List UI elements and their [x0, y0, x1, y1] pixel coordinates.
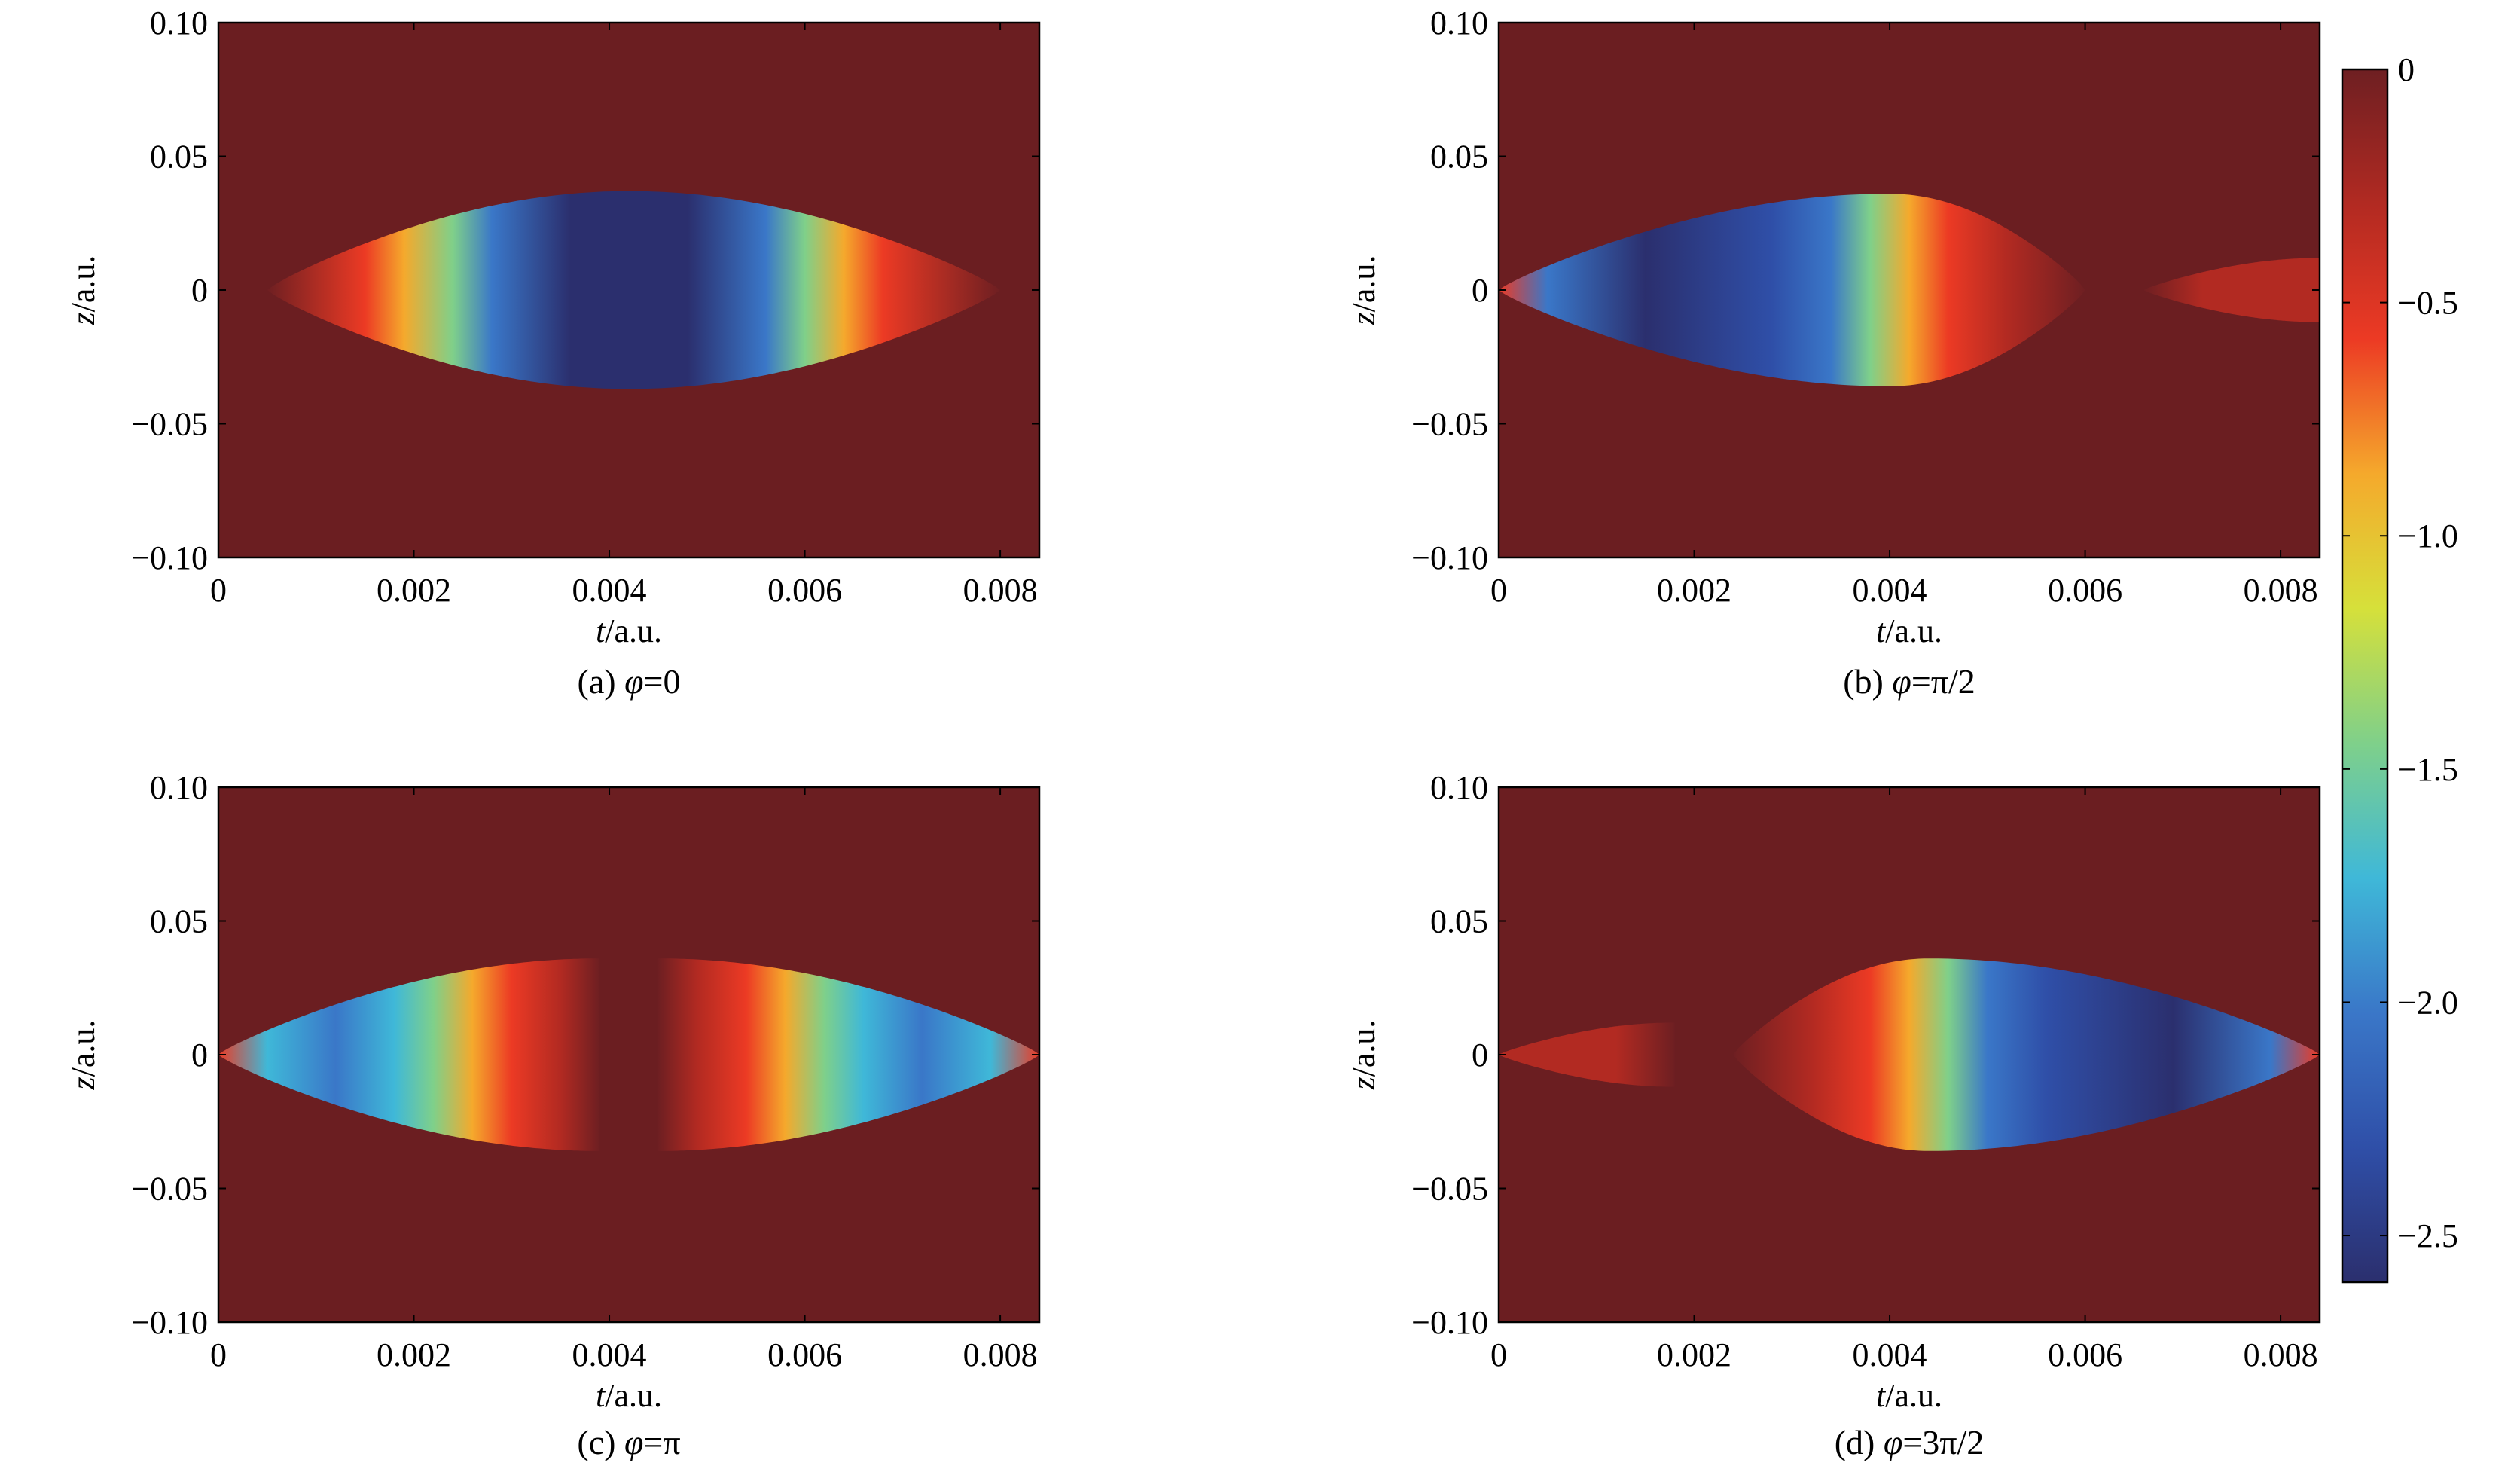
x-tick-label: 0.008 [2244, 1336, 2318, 1373]
x-tick-label: 0 [1490, 1336, 1507, 1373]
y-axis-label: z/a.u. [1345, 1020, 1382, 1091]
heat-region [218, 958, 600, 1151]
colorbar-tick-label: 0 [2398, 51, 2415, 88]
panel-d: 0.100.050−0.05−0.100 0.002 0.004 0.006 0.008… [1345, 769, 2321, 1461]
colorbar-tick-label: −1.5 [2398, 751, 2458, 788]
y-axis-label: z/a.u. [65, 1020, 102, 1091]
colorbar: 0 −0.5 −1.0 −1.5 −2.0 −2.5 [2341, 51, 2458, 1284]
heat-region [2143, 258, 2320, 322]
heat-region [657, 958, 1039, 1151]
panel-b: 0.100.050−0.05−0.100 0.002 0.004 0.006 0.008… [1345, 5, 2321, 701]
x-tick-label: 0.008 [2244, 572, 2318, 609]
colorbar-tick-label: −2.0 [2398, 984, 2458, 1021]
y-tick-label: −0.05 [1411, 1171, 1488, 1208]
y-tick-label: 0.10 [1430, 769, 1488, 806]
x-tick-label: 0.004 [1853, 1336, 1927, 1373]
y-tick-label: 0.10 [150, 5, 208, 41]
y-tick-label: 0.05 [1430, 903, 1488, 940]
y-tick-label: 0.05 [1430, 139, 1488, 176]
x-tick-label: 0.004 [572, 1336, 647, 1373]
x-axis-label: t/a.u. [596, 612, 662, 649]
colorbar-tick-label: −1.0 [2398, 518, 2458, 554]
x-tick-label: 0 [210, 1336, 227, 1373]
x-tick-label: 0.008 [963, 572, 1038, 609]
x-tick-label: 0 [210, 572, 227, 609]
x-axis-label: t/a.u. [1876, 612, 1942, 649]
y-tick-label: 0.10 [150, 769, 208, 806]
colorbar-tick-label: −2.5 [2398, 1217, 2458, 1254]
x-tick-label: 0.002 [1657, 1336, 1731, 1373]
y-tick-label: 0 [191, 1037, 208, 1074]
y-tick-label: −0.10 [1411, 1304, 1488, 1341]
y-tick-label: −0.10 [131, 539, 208, 576]
x-tick-label: 0 [1490, 572, 1507, 609]
y-tick-label: 0.05 [150, 139, 208, 176]
panel-caption: (c) φ=π [577, 1423, 680, 1461]
x-tick-label: 0.004 [1853, 572, 1927, 609]
panel-caption: (d) φ=3π/2 [1835, 1423, 1985, 1461]
x-tick-label: 0.008 [963, 1336, 1038, 1373]
y-tick-label: 0 [1472, 272, 1488, 309]
heat-region [1733, 958, 2320, 1151]
y-tick-label: 0.05 [150, 903, 208, 940]
x-tick-label: 0.004 [572, 572, 647, 609]
colorbar-frame [2341, 68, 2389, 1284]
y-tick-label: 0 [1472, 1037, 1488, 1074]
x-axis-label: t/a.u. [1876, 1377, 1942, 1414]
panel-caption: (b) φ=π/2 [1843, 662, 1975, 701]
x-axis-label: t/a.u. [596, 1377, 662, 1414]
y-axis-label: z/a.u. [65, 255, 102, 326]
panel-a: 0.100.050−0.05−0.100 0.002 0.004 0.006 0.008… [65, 5, 1041, 701]
x-tick-label: 0.006 [767, 1336, 842, 1373]
heat-region [1499, 1022, 1675, 1087]
y-tick-label: −0.05 [1411, 406, 1488, 443]
heat-region [1499, 194, 2085, 386]
y-axis-label: z/a.u. [1345, 255, 1382, 326]
x-tick-label: 0.006 [2048, 572, 2122, 609]
y-tick-label: 0.10 [1430, 5, 1488, 41]
colorbar-gradient [2342, 69, 2387, 1282]
y-tick-label: −0.10 [1411, 539, 1488, 576]
y-tick-label: 0 [191, 272, 208, 309]
x-tick-label: 0.006 [2048, 1336, 2122, 1373]
y-tick-label: −0.05 [131, 1171, 208, 1208]
x-tick-label: 0.002 [377, 1336, 451, 1373]
heat-region [267, 191, 1001, 389]
colorbar-tick-label: −0.5 [2398, 285, 2458, 322]
panel-caption: (a) φ=0 [578, 662, 681, 701]
panel-c: 0.100.050−0.05−0.100 0.002 0.004 0.006 0.008… [65, 769, 1041, 1461]
x-tick-label: 0.002 [377, 572, 451, 609]
y-tick-label: −0.05 [131, 406, 208, 443]
x-tick-label: 0.006 [767, 572, 842, 609]
y-tick-label: −0.10 [131, 1304, 208, 1341]
x-tick-label: 0.002 [1657, 572, 1731, 609]
